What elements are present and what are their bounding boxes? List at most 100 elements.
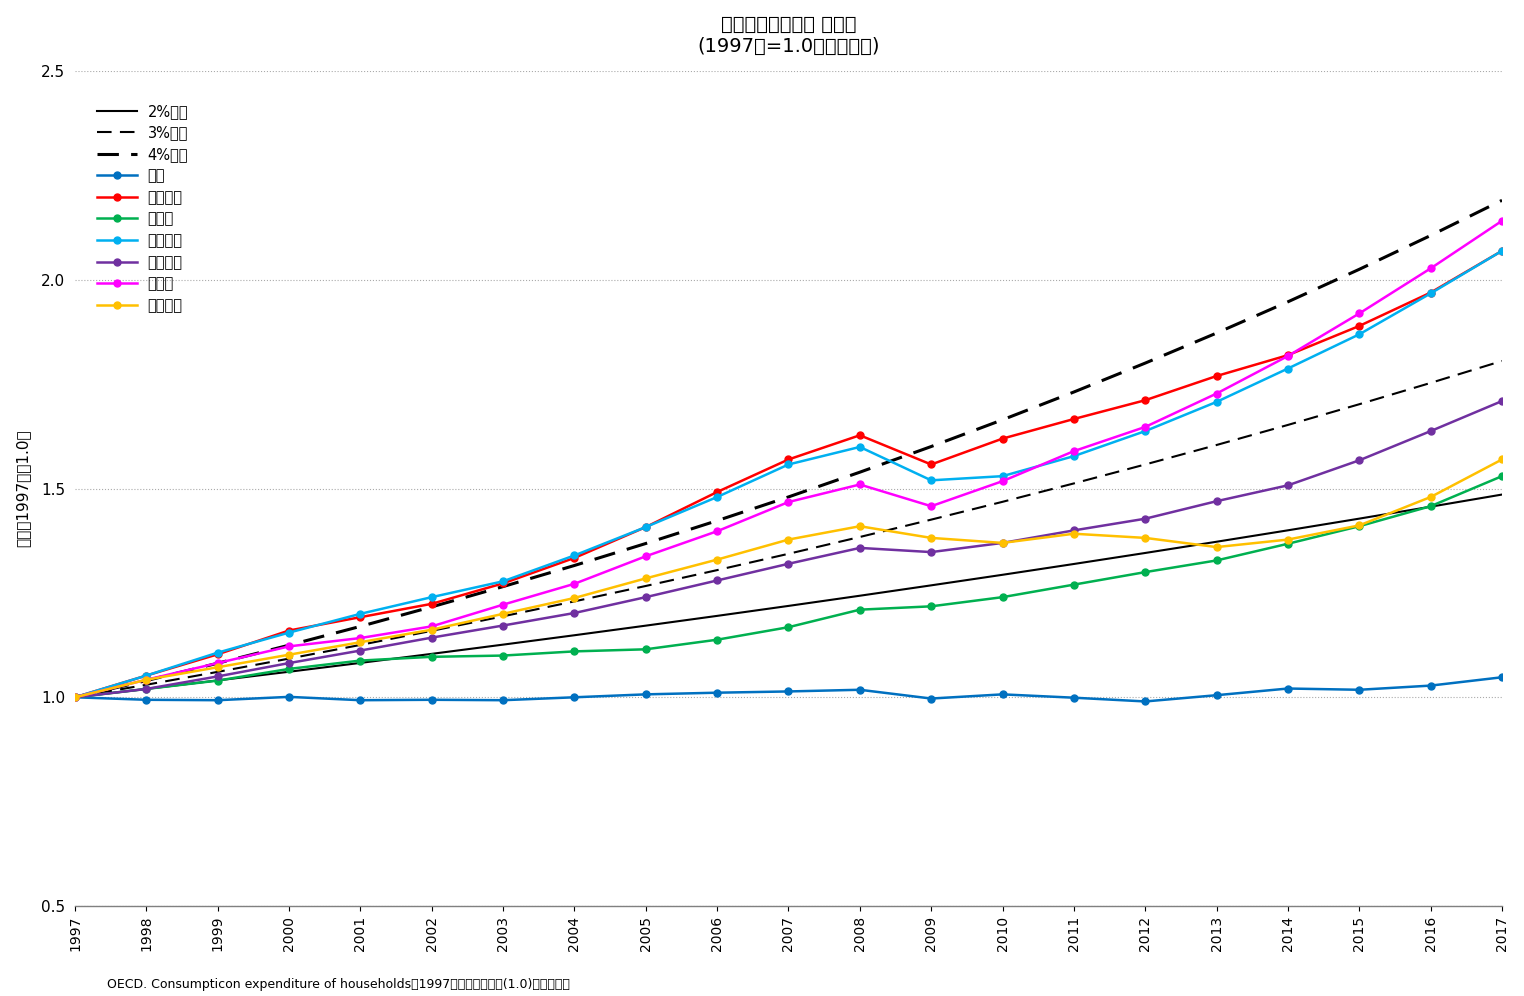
- 3%成長: [922, 514, 940, 526]
- イタリア: [351, 636, 369, 648]
- アメリカ: [1135, 394, 1154, 406]
- イギリス: [1279, 363, 1297, 374]
- ドイツ: [709, 633, 727, 645]
- イギリス: [637, 521, 655, 533]
- 3%成長: [280, 652, 299, 664]
- 3%成長: [1350, 398, 1369, 410]
- 4%成長: [280, 639, 299, 651]
- アメリカ: [1494, 245, 1512, 257]
- イタリア: [494, 608, 512, 620]
- フランス: [779, 558, 797, 570]
- アメリカ: [922, 458, 940, 470]
- 2%成長: [637, 620, 655, 631]
- 日本: [66, 691, 84, 703]
- ドイツ: [922, 601, 940, 613]
- イギリス: [779, 458, 797, 470]
- フランス: [1422, 425, 1440, 437]
- 4%成長: [565, 560, 584, 572]
- Line: 2%成長: 2%成長: [75, 495, 1503, 697]
- ドイツ: [422, 650, 440, 662]
- カナダ: [1422, 262, 1440, 274]
- イギリス: [1350, 329, 1369, 341]
- ドイツ: [351, 654, 369, 666]
- アメリカ: [137, 669, 155, 681]
- イタリア: [565, 592, 584, 604]
- Title: 家計最終消費支出 名目値
(1997年=1.0とした倍率): 家計最終消費支出 名目値 (1997年=1.0とした倍率): [696, 15, 879, 56]
- ドイツ: [1494, 470, 1512, 482]
- 3%成長: [1207, 439, 1225, 451]
- イギリス: [422, 592, 440, 604]
- ドイツ: [850, 604, 869, 616]
- 2%成長: [1494, 489, 1512, 501]
- 3%成長: [1135, 458, 1154, 470]
- カナダ: [994, 475, 1012, 487]
- 日本: [1279, 682, 1297, 694]
- Text: OECD. Consumpticon expenditure of householdsの1997年の数値を基準(1.0)とした倍率: OECD. Consumpticon expenditure of househ…: [107, 978, 570, 991]
- 3%成長: [994, 496, 1012, 508]
- 4%成長: [779, 491, 797, 503]
- ドイツ: [1065, 579, 1084, 591]
- イタリア: [779, 534, 797, 546]
- イギリス: [351, 608, 369, 620]
- 日本: [494, 694, 512, 706]
- アメリカ: [709, 486, 727, 498]
- フランス: [422, 631, 440, 643]
- 4%成長: [1065, 386, 1084, 398]
- イタリア: [994, 537, 1012, 549]
- 4%成長: [422, 601, 440, 613]
- アメリカ: [1422, 287, 1440, 299]
- アメリカ: [637, 521, 655, 533]
- アメリカ: [850, 429, 869, 441]
- イタリア: [637, 573, 655, 585]
- フランス: [850, 542, 869, 554]
- カナダ: [280, 640, 299, 652]
- 日本: [1065, 692, 1084, 704]
- アメリカ: [494, 578, 512, 590]
- 2%成長: [565, 629, 584, 641]
- フランス: [1350, 454, 1369, 466]
- イタリア: [209, 661, 227, 673]
- 4%成長: [1279, 296, 1297, 308]
- イギリス: [494, 576, 512, 588]
- ドイツ: [1350, 520, 1369, 532]
- 日本: [422, 694, 440, 706]
- 3%成長: [422, 624, 440, 636]
- 2%成長: [1207, 536, 1225, 548]
- 日本: [565, 691, 584, 703]
- 2%成長: [209, 674, 227, 686]
- イタリア: [1065, 528, 1084, 540]
- 2%成長: [1135, 547, 1154, 559]
- 4%成長: [709, 515, 727, 527]
- アメリカ: [994, 432, 1012, 444]
- カナダ: [351, 632, 369, 644]
- 3%成長: [66, 691, 84, 703]
- カナダ: [1065, 445, 1084, 457]
- カナダ: [709, 525, 727, 537]
- イタリア: [1494, 453, 1512, 465]
- ドイツ: [209, 674, 227, 686]
- カナダ: [565, 578, 584, 590]
- 3%成長: [351, 639, 369, 651]
- イギリス: [1207, 396, 1225, 408]
- 日本: [1207, 689, 1225, 701]
- フランス: [922, 546, 940, 558]
- 3%成長: [494, 611, 512, 622]
- 3%成長: [1065, 477, 1084, 489]
- 3%成長: [137, 679, 155, 691]
- イタリア: [66, 691, 84, 703]
- 日本: [209, 694, 227, 706]
- イギリス: [1065, 450, 1084, 462]
- フランス: [565, 607, 584, 619]
- Line: 4%成長: 4%成長: [75, 200, 1503, 697]
- 3%成長: [1494, 355, 1512, 367]
- 4%成長: [1135, 358, 1154, 370]
- フランス: [137, 683, 155, 695]
- イギリス: [137, 669, 155, 681]
- アメリカ: [209, 648, 227, 660]
- ドイツ: [137, 683, 155, 695]
- 日本: [1350, 684, 1369, 696]
- 2%成長: [922, 580, 940, 592]
- カナダ: [922, 500, 940, 512]
- フランス: [66, 691, 84, 703]
- カナダ: [66, 691, 84, 703]
